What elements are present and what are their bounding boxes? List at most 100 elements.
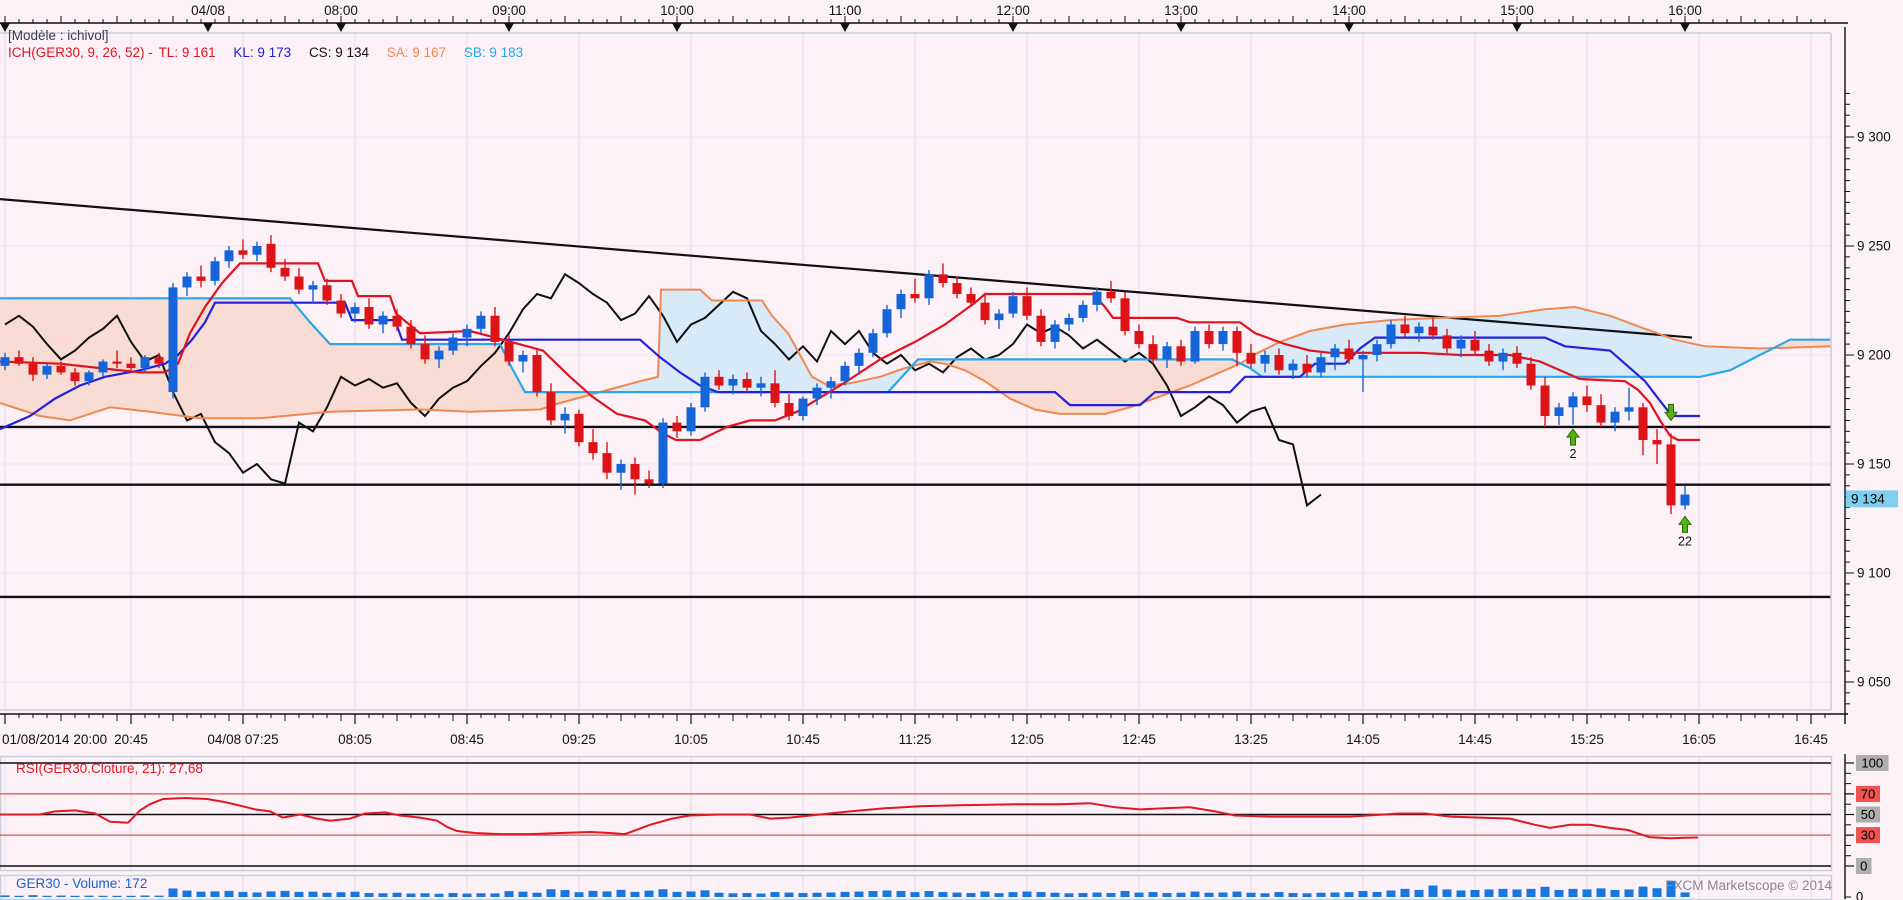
rsi-panel[interactable]: 100 70 50 30 0 — [0, 754, 1889, 899]
candle-down — [1232, 331, 1242, 353]
volume-bar — [112, 895, 122, 897]
price-axis[interactable]: 9 300 9 250 9 200 9 150 9 100 9 050 9 134 — [1844, 27, 1898, 724]
volume-bar — [812, 892, 822, 897]
axis-marker-icon — [840, 23, 850, 32]
candle-down — [1526, 363, 1536, 386]
volume-bar — [406, 893, 416, 897]
volume-bar — [980, 891, 990, 897]
price-tick-label: 9 150 — [1857, 457, 1891, 472]
gridlines — [0, 33, 1831, 899]
time-label: 01/08/2014 20:00 — [2, 732, 107, 747]
candle-down — [1428, 326, 1438, 336]
candle-down — [154, 357, 164, 364]
last-price-value: 9 134 — [1851, 491, 1885, 506]
volume-bar — [616, 889, 626, 897]
candle-up — [350, 307, 360, 314]
volume-bar — [280, 890, 290, 897]
volume-bar — [1008, 892, 1018, 897]
candle-up — [798, 398, 808, 417]
volume-bar — [756, 893, 766, 897]
volume-bar — [56, 895, 66, 897]
volume-bar — [84, 895, 94, 897]
rsi-axis-label: 100 — [1861, 756, 1883, 771]
price-tick-label: 9 100 — [1857, 566, 1891, 581]
candle-up — [462, 328, 472, 338]
candle-down — [1106, 291, 1116, 299]
volume-bar — [98, 895, 108, 897]
candle-down — [952, 283, 962, 294]
candle-down — [1134, 331, 1144, 345]
candle-down — [56, 365, 66, 373]
volume-bar — [350, 891, 360, 897]
volume-bar — [1162, 893, 1172, 897]
candle-down — [14, 357, 24, 364]
kijun-value: KL: 9 173 — [233, 45, 292, 60]
candle-down — [266, 243, 276, 268]
candle-up — [252, 246, 262, 255]
candle-up — [882, 309, 892, 334]
volume-bar — [420, 893, 430, 897]
candle-up — [840, 365, 850, 382]
candle-down — [1666, 444, 1676, 506]
candle-up — [378, 315, 388, 325]
volume-bar — [322, 892, 332, 897]
candle-up — [1680, 494, 1690, 506]
candle-down — [1442, 335, 1452, 349]
volume-bar — [28, 895, 38, 897]
time-label: 12:05 — [1010, 732, 1044, 747]
ichimoku-cloud — [0, 289, 1830, 421]
candle-down — [196, 276, 206, 281]
top-time-axis[interactable]: 04/08 08:00 09:00 10:00 11:00 12:00 13:00 14:00… — [0, 3, 1848, 32]
volume-bar — [1358, 891, 1368, 897]
volume-bar — [1526, 888, 1536, 897]
axis-marker-icon — [672, 23, 682, 32]
volume-bar — [1680, 892, 1690, 897]
marker-label: 22 — [1678, 534, 1692, 548]
bottom-time-axis[interactable]: 01/08/2014 20:00 20:45 04/08 07:25 08:05 08:… — [0, 713, 1848, 747]
volume-bar — [1316, 892, 1326, 897]
candle-up — [658, 422, 668, 484]
volume-bar — [336, 892, 346, 897]
time-label: 13:00 — [1164, 3, 1198, 18]
candles-layer — [0, 235, 1690, 515]
candle-up — [1092, 291, 1102, 305]
candle-up — [1288, 363, 1298, 371]
volume-bar — [126, 895, 136, 897]
volume-bar — [532, 892, 542, 897]
candle-up — [994, 313, 1004, 321]
candle-up — [1372, 344, 1382, 355]
candle-up — [854, 352, 864, 366]
plot-border — [0, 32, 1832, 711]
signal-markers: 222 — [1566, 403, 1692, 548]
volume-bar — [518, 891, 528, 897]
candle-down — [28, 363, 38, 375]
volume-bar — [742, 893, 752, 897]
candle-down — [1022, 296, 1032, 316]
candle-up — [84, 372, 94, 382]
tenkan-line — [0, 262, 1700, 442]
price-tick-label: 9 050 — [1857, 675, 1891, 690]
candle-up — [1050, 324, 1060, 342]
time-label: 08:45 — [450, 732, 484, 747]
volume-bar — [546, 889, 556, 897]
volume-bar — [210, 891, 220, 897]
volume-bar — [672, 891, 682, 897]
time-label: 14:45 — [1458, 732, 1492, 747]
volume-bar — [1386, 890, 1396, 897]
candle-up — [168, 287, 178, 393]
time-label: 12:00 — [996, 3, 1030, 18]
candle-down — [546, 392, 556, 421]
candle-up — [1316, 357, 1326, 373]
volume-bar — [196, 891, 206, 897]
candle-down — [1540, 385, 1550, 417]
volume-bar — [378, 893, 388, 897]
candle-down — [966, 293, 976, 303]
main-plot[interactable]: 222 — [0, 198, 1831, 599]
candle-up — [182, 276, 192, 288]
candle-down — [70, 372, 80, 382]
rsi-axis-label-bg — [1856, 755, 1889, 771]
candle-down — [280, 267, 290, 277]
time-label: 10:00 — [660, 3, 694, 18]
candle-up — [1218, 331, 1228, 345]
